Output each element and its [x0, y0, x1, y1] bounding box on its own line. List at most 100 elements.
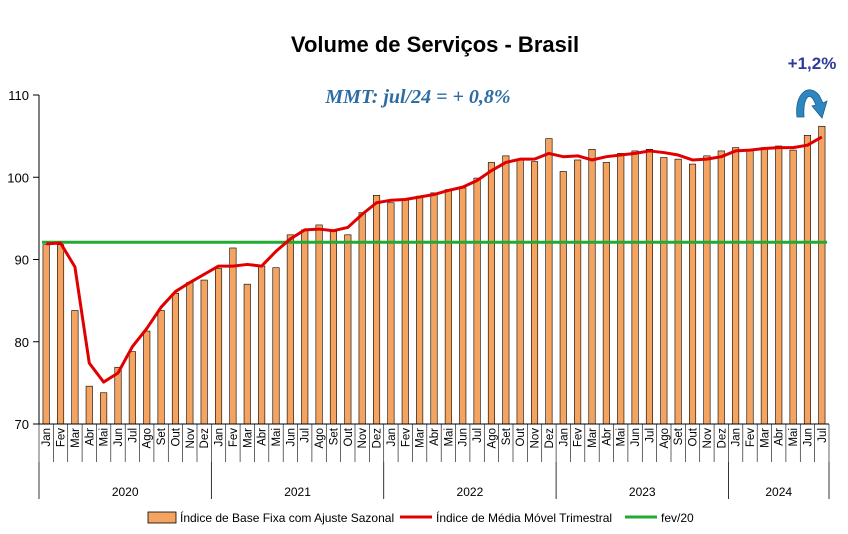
x-tick-label: Mai: [616, 428, 628, 447]
bar: [344, 234, 352, 425]
bar: [717, 150, 725, 425]
bar: [545, 138, 553, 425]
x-tick-label: Mar: [587, 428, 599, 448]
x-tick-label: Jun: [458, 428, 470, 447]
bar: [401, 199, 409, 425]
bar: [818, 125, 826, 425]
x-tick-label: Jun: [113, 428, 125, 447]
bar: [258, 265, 266, 425]
bar: [128, 351, 136, 425]
x-tick-label: Mar: [242, 428, 254, 448]
moving-average-series: [46, 135, 823, 384]
x-axis: Jan Fev Mar Abr Mai Jun Jul Ago Set Out Nov Dez Jan F…: [38, 423, 830, 499]
legend: Índice de Base Fixa com Ajuste Sazonal Í…: [147, 510, 694, 525]
bar: [301, 229, 309, 425]
bar: [617, 153, 625, 425]
bar: [531, 161, 539, 425]
bar: [286, 234, 294, 425]
bar: [732, 147, 740, 425]
bar: [703, 155, 711, 425]
x-tick-label: Set: [673, 427, 685, 445]
y-tick-label: 110: [8, 88, 29, 103]
bar-series: [42, 125, 826, 425]
x-tick-label: Jul: [300, 428, 312, 443]
bar: [502, 155, 510, 425]
x-tick-label: Mar: [70, 428, 82, 448]
x-tick-label: Jan: [214, 428, 226, 447]
x-tick-label: Jul: [127, 428, 139, 443]
x-tick-label: Dez: [199, 428, 211, 449]
bar: [358, 212, 366, 425]
x-tick-label: Fev: [573, 428, 585, 447]
year-label: 2020: [112, 485, 139, 499]
bar: [243, 283, 251, 425]
bar: [602, 162, 610, 425]
bar: [487, 162, 495, 425]
bar: [272, 267, 280, 425]
x-tick-label: Abr: [774, 428, 786, 446]
bar: [459, 187, 467, 425]
bar: [760, 147, 768, 425]
x-tick-label: Abr: [601, 428, 613, 446]
legend-label-reference: fev/20: [661, 511, 694, 525]
bar: [674, 158, 682, 425]
x-tick-label: Jan: [731, 428, 743, 447]
x-tick-label: Set: [328, 427, 340, 445]
x-tick-label: Ago: [142, 428, 154, 448]
legend-label-moving-avg: Índice de Média Móvel Trimestral: [436, 510, 612, 525]
bar: [42, 244, 50, 425]
x-tick-label: Ago: [659, 428, 671, 448]
bar: [473, 177, 481, 425]
bar: [229, 247, 237, 425]
x-tick-label: Nov: [530, 428, 542, 449]
x-tick-label: Mar: [415, 428, 427, 448]
x-tick-label: Jun: [285, 428, 297, 447]
year-label: 2021: [284, 485, 311, 499]
bar: [143, 330, 151, 425]
y-tick-label: 70: [15, 417, 29, 432]
x-tick-label: Abr: [257, 428, 269, 446]
bar: [329, 231, 337, 425]
x-tick-label: Set: [156, 427, 168, 445]
bar: [373, 195, 381, 425]
y-tick-label: 90: [15, 253, 29, 268]
x-tick-label: Set: [501, 427, 513, 445]
x-tick-label: Mai: [443, 428, 455, 447]
x-tick-label: Dez: [544, 428, 556, 449]
bar: [215, 268, 223, 425]
moving-average-line: [46, 135, 823, 384]
x-tick-label: Out: [688, 427, 700, 446]
curved-arrow-icon: [796, 89, 828, 119]
bar: [559, 171, 567, 425]
x-tick-label: Fev: [228, 428, 240, 447]
x-tick-label: Nov: [357, 428, 369, 449]
x-tick-label: Jan: [558, 428, 570, 447]
x-tick-label: Jul: [644, 428, 656, 443]
bar: [645, 148, 653, 425]
y-tick-label: 80: [15, 335, 29, 350]
x-tick-label: Mar: [759, 428, 771, 448]
x-tick-label: Mai: [99, 428, 111, 447]
x-tick-label: Dez: [716, 428, 728, 449]
x-tick-label: Fev: [400, 428, 412, 447]
year-label: 2024: [765, 485, 792, 499]
bar: [186, 282, 194, 425]
x-tick-label: Mai: [788, 428, 800, 447]
bar: [789, 149, 797, 425]
x-tick-label: Dez: [372, 428, 384, 449]
y-axis: 70 80 90 100 110: [7, 88, 40, 432]
mmt-annotation: MMT: jul/24 = + 0,8%: [324, 86, 510, 108]
x-tick-label: Mai: [271, 428, 283, 447]
x-tick-label: Jun: [802, 428, 814, 447]
bar: [100, 392, 108, 425]
x-tick-label: Out: [343, 427, 355, 446]
x-tick-label: Jun: [630, 428, 642, 447]
bar: [416, 195, 424, 425]
x-tick-label: Nov: [702, 428, 714, 449]
x-tick-label: Out: [515, 427, 527, 446]
bar: [631, 150, 639, 425]
bar: [315, 224, 323, 425]
bar: [171, 292, 179, 425]
bar: [200, 279, 208, 425]
